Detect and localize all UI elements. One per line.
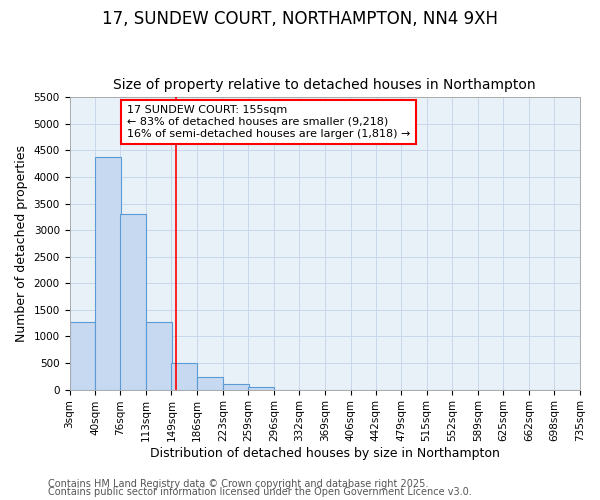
Y-axis label: Number of detached properties: Number of detached properties (15, 145, 28, 342)
Title: Size of property relative to detached houses in Northampton: Size of property relative to detached ho… (113, 78, 536, 92)
Text: Contains HM Land Registry data © Crown copyright and database right 2025.: Contains HM Land Registry data © Crown c… (48, 479, 428, 489)
Text: 17 SUNDEW COURT: 155sqm
← 83% of detached houses are smaller (9,218)
16% of semi: 17 SUNDEW COURT: 155sqm ← 83% of detache… (127, 106, 410, 138)
Bar (95, 157, 121, 390)
X-axis label: Distribution of detached houses by size in Northampton: Distribution of detached houses by size … (150, 447, 500, 460)
Bar (146, 322, 172, 390)
Text: Contains public sector information licensed under the Open Government Licence v3: Contains public sector information licen… (48, 487, 472, 497)
Text: 17, SUNDEW COURT, NORTHAMPTON, NN4 9XH: 17, SUNDEW COURT, NORTHAMPTON, NN4 9XH (102, 10, 498, 28)
Bar (121, 214, 146, 390)
Bar (248, 387, 274, 390)
Bar (70, 322, 95, 390)
Bar (172, 363, 197, 390)
Bar (223, 384, 249, 390)
Bar (197, 378, 223, 390)
